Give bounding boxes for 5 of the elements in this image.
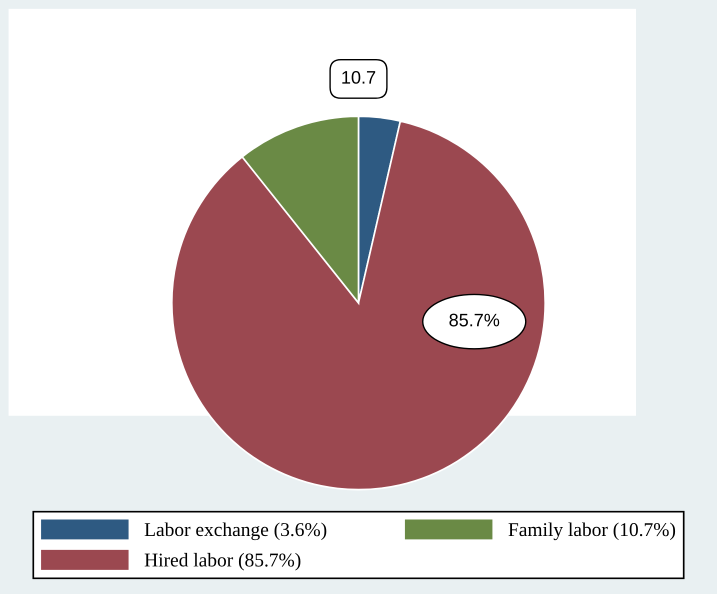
data-label: 10.7 [342, 70, 376, 84]
data-label: 85.7% [449, 314, 500, 326]
legend-label: Labor exchange (3.6%) [144, 522, 326, 540]
legend-label: Family labor (10.7%) [508, 522, 676, 540]
legend-label: Hired labor (85.7%) [144, 552, 300, 571]
